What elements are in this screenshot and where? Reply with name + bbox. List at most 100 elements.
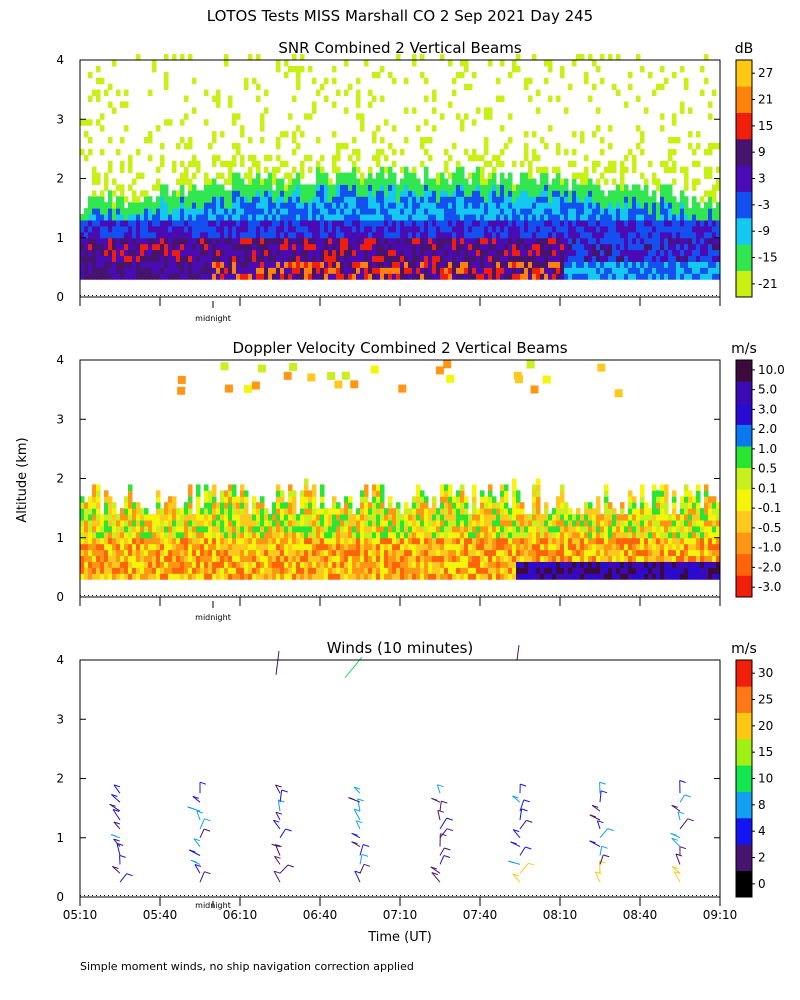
snr-cell [608,125,613,132]
velocity-cell [344,531,349,539]
snr-cell [216,95,221,102]
velocity-cell [456,567,461,574]
snr-cell [264,208,269,215]
snr-cell [584,261,589,268]
snr-cell [544,261,549,268]
snr-cell [664,231,669,239]
snr-cell [364,273,369,280]
snr-cell [168,255,173,262]
velocity-cell [500,496,505,503]
velocity-cell [144,531,149,539]
snr-cell [668,154,673,162]
snr-cell [408,214,413,221]
velocity-cell [332,543,337,551]
snr-cell [496,160,501,168]
snr-cell [384,231,389,239]
velocity-cell [588,531,593,539]
velocity-cell [504,573,509,580]
velocity-cell [308,549,313,557]
snr-cell [164,214,169,221]
snr-cell [716,237,721,245]
snr-cell [504,231,509,239]
velocity-cell [264,531,269,539]
velocity-cell [312,496,317,503]
snr-cell [356,101,361,108]
velocity-cell [588,537,593,545]
snr-cell [620,237,625,245]
velocity-cell [476,561,481,568]
snr-cell [368,196,373,203]
snr-cell [624,190,629,197]
velocity-cell [176,519,181,527]
velocity-cell [452,573,457,580]
velocity-cell [80,561,85,568]
snr-cell [124,255,129,262]
velocity-cell [224,490,229,497]
snr-cell [532,131,537,138]
snr-cell [396,249,401,257]
snr-cell [684,214,689,221]
snr-cell [504,225,509,233]
snr-cell [160,184,165,191]
snr-cell [468,243,473,251]
snr-cell [216,225,221,233]
snr-cell [140,237,145,245]
velocity-cell [540,573,545,580]
velocity-cell [432,555,437,562]
snr-cell [240,243,245,251]
velocity-cell [396,561,401,568]
snr-cell [440,255,445,262]
snr-cell [604,249,609,257]
snr-cell [544,249,549,257]
velocity-cell [544,502,549,509]
snr-cell [344,190,349,197]
velocity-cell [468,537,473,545]
snr-cell [88,273,93,280]
velocity-cell [224,555,229,562]
velocity-cell [96,543,101,551]
velocity-cell [348,555,353,562]
velocity-cell [240,519,245,527]
snr-cell [336,172,341,179]
snr-cell [180,249,185,257]
velocity-cell [84,519,89,527]
snr-cell [348,172,353,179]
velocity-cell [188,567,193,574]
snr-cell [352,148,357,156]
velocity-cell [280,567,285,574]
snr-cell [168,202,173,209]
snr-cell [296,255,301,262]
snr-cell [512,267,517,274]
snr-cell [704,261,709,268]
velocity-cell [136,514,141,521]
snr-cell [564,219,569,227]
snr-cell [264,196,269,203]
snr-cell [244,261,249,268]
velocity-cell [208,508,213,515]
snr-cell [568,190,573,197]
snr-cell [332,237,337,245]
velocity-cell [280,561,285,568]
snr-cell [460,60,465,67]
velocity-cell [172,561,177,568]
snr-cell [560,243,565,251]
snr-cell [332,190,337,197]
velocity-cell [452,567,457,574]
snr-cell [280,184,285,191]
snr-cell [616,267,621,274]
snr-cell [516,202,521,209]
snr-cell [352,237,357,245]
snr-cell [664,249,669,257]
snr-cell [672,196,677,203]
velocity-cell [208,549,213,557]
velocity-cell [160,508,165,515]
velocity-cell [344,496,349,503]
velocity-cell [596,549,601,557]
snr-cell [572,261,577,268]
snr-cell [536,184,541,191]
snr-cell [160,231,165,239]
snr-cell [128,214,133,221]
snr-cell [616,54,621,61]
velocity-cell [248,543,253,551]
snr-cell [260,249,265,257]
